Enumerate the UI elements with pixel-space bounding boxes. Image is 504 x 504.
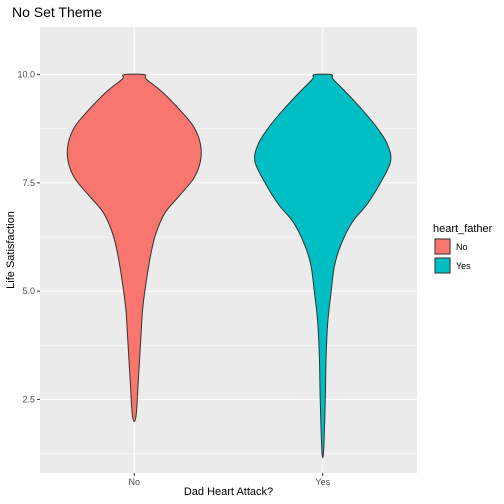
- x-axis-label: Dad Heart Attack?: [184, 486, 273, 498]
- y-tick-label: 5.0: [22, 286, 35, 296]
- legend-label-yes: Yes: [456, 261, 471, 271]
- y-tick-label: 7.5: [22, 178, 35, 188]
- legend-swatch-yes: [434, 257, 451, 274]
- legend-title: heart_father: [433, 223, 493, 235]
- plot-panel: [40, 27, 417, 473]
- y-axis-label: Life Satisfaction: [5, 211, 17, 289]
- x-tick-label: Yes: [315, 477, 330, 487]
- axis-layer: 2.5 5.0 7.5 10.0 No Yes: [17, 70, 330, 487]
- violin-no: [66, 73, 202, 423]
- legend-label-no: No: [456, 242, 468, 252]
- legend-items: No Yes: [434, 238, 471, 274]
- legend: heart_father No Yes: [433, 223, 493, 274]
- y-tick-label: 2.5: [22, 394, 35, 404]
- violin-layer: [66, 73, 392, 459]
- y-tick-label: 10.0: [17, 70, 35, 80]
- chart-title: No Set Theme: [12, 4, 102, 20]
- violin-yes: [254, 73, 392, 459]
- legend-swatch-no: [434, 238, 451, 255]
- x-tick-label: No: [128, 477, 140, 487]
